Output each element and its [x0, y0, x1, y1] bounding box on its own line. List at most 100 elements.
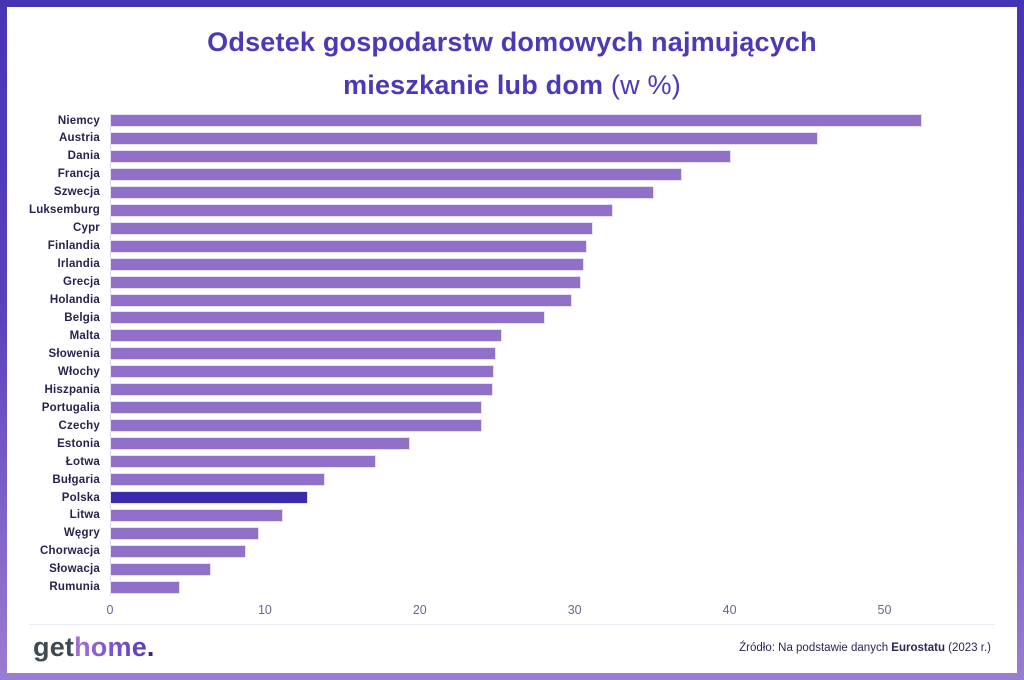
bar-track: [110, 526, 996, 540]
footer-divider: [29, 624, 995, 625]
gethome-logo: gethome.: [33, 632, 155, 663]
bar: [110, 329, 502, 343]
bar-row: Czechy: [7, 419, 1017, 433]
country-label: Francja: [57, 168, 100, 181]
bar: [110, 383, 493, 397]
x-axis: 0 10 20 30 40 50: [106, 594, 996, 624]
bar-highlighted: [110, 491, 309, 505]
bar-track: [110, 167, 996, 181]
x-tick-label: 10: [257, 603, 272, 617]
bar: [110, 437, 411, 451]
bar-row: Grecja: [7, 275, 1017, 289]
bar: [110, 239, 588, 253]
logo-get: get: [33, 632, 75, 663]
x-tick-label: 40: [722, 603, 737, 617]
infographic-canvas: Odsetek gospodarstw domowych najmujących…: [7, 7, 1017, 673]
bar-track: [110, 455, 996, 469]
x-tick-label: 50: [877, 603, 892, 617]
country-label: Hiszpania: [44, 383, 100, 396]
bar-row: Austria: [7, 131, 1017, 145]
bar: [110, 544, 247, 558]
bar: [110, 508, 284, 522]
bar-row: Portugalia: [7, 401, 1017, 415]
bar: [110, 311, 546, 325]
bar-track: [110, 347, 996, 361]
x-tick-label: 0: [106, 603, 114, 617]
x-tick-label: 20: [412, 603, 427, 617]
bar-track: [110, 401, 996, 415]
bar-row: Belgia: [7, 311, 1017, 325]
bar-track: [110, 544, 996, 558]
bar-row: Chorwacja: [7, 544, 1017, 558]
bar-row: Francja: [7, 167, 1017, 181]
chart-title: Odsetek gospodarstw domowych najmujących…: [7, 7, 1017, 107]
bar-track: [110, 365, 996, 379]
source-note: Źródło: Na podstawie danych Eurostatu (2…: [739, 642, 991, 654]
bar-track: [110, 131, 996, 145]
bar-track: [110, 508, 996, 522]
country-label: Polska: [61, 491, 100, 504]
country-label: Słowacja: [49, 563, 100, 576]
source-suffix: (2023 r.): [944, 641, 991, 654]
bar: [110, 149, 732, 163]
country-label: Belgia: [64, 311, 100, 324]
bar: [110, 114, 922, 127]
country-label: Szwecja: [53, 186, 100, 199]
bar-row: Węgry: [7, 526, 1017, 540]
plot-area: Niemcy Austria Dania Francja Szwecja Luksembu…: [7, 114, 1017, 596]
bar-row: Finlandia: [7, 239, 1017, 253]
bar-rows: Niemcy Austria Dania Francja Szwecja Luksembu…: [7, 114, 1017, 594]
bar-track: [110, 562, 996, 576]
country-label: Irlandia: [57, 258, 100, 271]
country-label: Litwa: [69, 509, 100, 522]
bar-row: Łotwa: [7, 455, 1017, 469]
country-label: Łotwa: [65, 455, 100, 468]
source-prefix: Źródło: Na podstawie danych: [739, 641, 892, 654]
bar-track: [110, 311, 996, 325]
bar-track: [110, 257, 996, 271]
bar-track: [110, 185, 996, 199]
bar-row: Niemcy: [7, 114, 1017, 127]
bar-track: [110, 149, 996, 163]
chart-title-line2-bold: mieszkanie lub dom: [343, 70, 604, 100]
x-tick-label: 30: [567, 603, 582, 617]
bar-track: [110, 473, 996, 487]
bar-track: [110, 437, 996, 451]
country-label: Czechy: [58, 419, 100, 432]
bar: [110, 347, 496, 361]
bar-track: [110, 275, 996, 289]
bar: [110, 167, 682, 181]
bar-chart: Niemcy Austria Dania Francja Szwecja Luksembu…: [7, 114, 1017, 624]
chart-title-unit: (w %): [603, 70, 681, 100]
bar: [110, 562, 211, 576]
bar-row: Szwecja: [7, 185, 1017, 199]
bar-track: [110, 114, 996, 127]
bar-track: [110, 491, 996, 505]
bar: [110, 185, 654, 199]
country-label: Chorwacja: [40, 545, 100, 558]
bar-track: [110, 419, 996, 433]
country-label: Bułgaria: [52, 473, 100, 486]
bar: [110, 401, 482, 415]
country-label: Cypr: [72, 222, 100, 235]
bar-row: Luksemburg: [7, 203, 1017, 217]
bar: [110, 526, 259, 540]
country-label: Węgry: [63, 527, 100, 540]
footer: gethome. Źródło: Na podstawie danych Eur…: [7, 625, 1017, 673]
country-label: Holandia: [49, 294, 100, 307]
bar-row: Włochy: [7, 365, 1017, 379]
bar-row: Estonia: [7, 437, 1017, 451]
country-label: Portugalia: [41, 401, 100, 414]
logo-dot: .: [146, 632, 155, 663]
bar: [110, 221, 594, 235]
chart-title-line2: mieszkanie lub dom (w %): [7, 64, 1017, 107]
bar-row: Holandia: [7, 293, 1017, 307]
bar-row: Dania: [7, 149, 1017, 163]
bar-track: [110, 383, 996, 397]
bar-row: Litwa: [7, 508, 1017, 522]
bar: [110, 580, 180, 594]
bar-track: [110, 221, 996, 235]
bar-row: Bułgaria: [7, 473, 1017, 487]
bar: [110, 455, 377, 469]
bar: [110, 275, 581, 289]
